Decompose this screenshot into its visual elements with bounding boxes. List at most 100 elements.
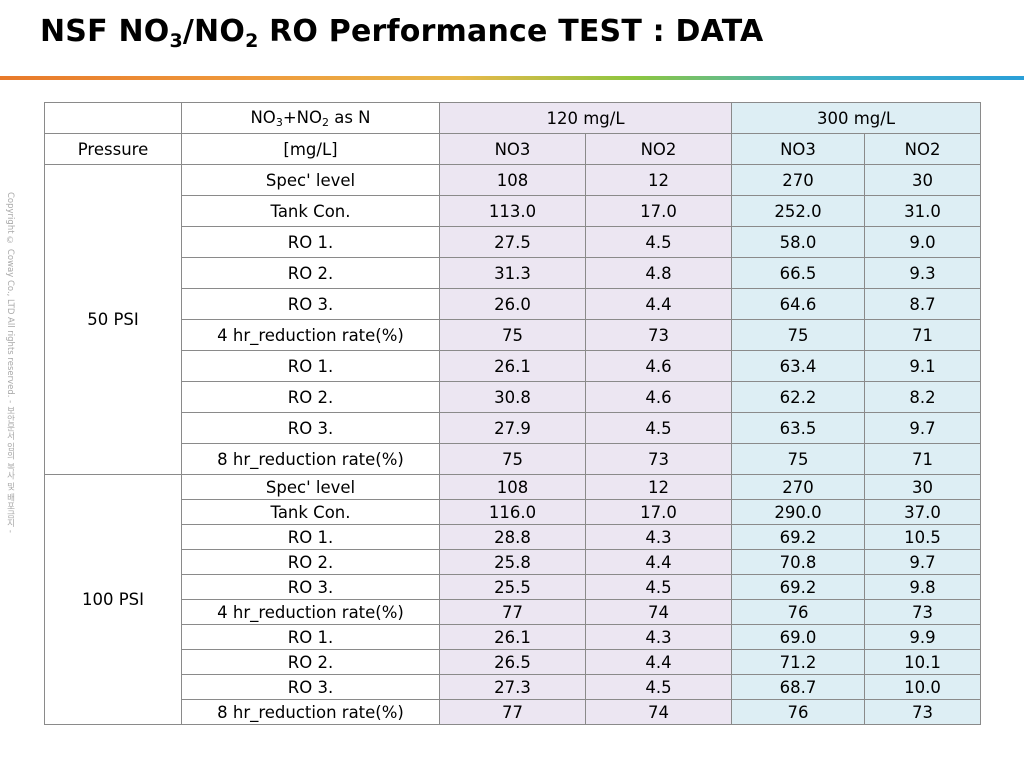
value-no2-120: 4.4 [584, 649, 733, 675]
value-no2-120: 4.6 [584, 381, 733, 413]
row-label: RO 2. [181, 549, 440, 575]
row-label: RO 2. [181, 381, 440, 413]
value-no2-120: 4.6 [584, 350, 733, 382]
performance-data-table: NO3+NO2 as N 120 mg/L 300 mg/L Pressure … [44, 102, 982, 725]
row-label: RO 2. [181, 257, 440, 289]
value-no2-120: 12 [584, 164, 733, 196]
value-no3-300: 76 [731, 699, 866, 725]
value-no3-120: 75 [439, 443, 586, 475]
value-no3-300: 70.8 [731, 549, 866, 575]
value-no2-120: 4.3 [584, 624, 733, 650]
table-row: 8 hr_reduction rate(%) 75 73 75 71 [45, 443, 982, 475]
header-no3-300: NO3 [731, 133, 866, 165]
table-row: RO 2. 30.8 4.6 62.2 8.2 [45, 381, 982, 413]
value-no2-120: 74 [584, 599, 733, 625]
value-no3-300: 71.2 [731, 649, 866, 675]
value-no2-300: 30 [864, 474, 982, 500]
table-row: RO 2. 26.5 4.4 71.2 10.1 [45, 649, 982, 675]
value-no2-300: 8.7 [864, 288, 982, 320]
value-no3-300: 75 [731, 319, 866, 351]
value-no2-120: 73 [584, 443, 733, 475]
value-no3-300: 252.0 [731, 195, 866, 227]
table-row: RO 3. 26.0 4.4 64.6 8.7 [45, 288, 982, 320]
value-no2-300: 73 [864, 599, 982, 625]
value-no3-120: 30.8 [439, 381, 586, 413]
value-no2-120: 4.5 [584, 226, 733, 258]
copyright-notice: Copyright © Coway Co., LTD All rights re… [5, 192, 15, 533]
header-group-120: 120 mg/L [438, 102, 733, 134]
header-no2-300: NO2 [864, 133, 982, 165]
table-row: RO 2. 31.3 4.8 66.5 9.3 [45, 257, 982, 289]
table-row: RO 1. 27.5 4.5 58.0 9.0 [45, 226, 982, 258]
header-parameter: NO3+NO2 as N [181, 102, 440, 134]
row-label: RO 1. [181, 226, 440, 258]
value-no3-300: 290.0 [731, 499, 866, 525]
table-row: Tank Con. 116.0 17.0 290.0 37.0 [45, 499, 982, 525]
header-unit: [mg/L] [181, 133, 440, 165]
value-no2-120: 4.4 [584, 549, 733, 575]
row-label: Tank Con. [181, 195, 440, 227]
value-no2-120: 4.5 [584, 674, 733, 700]
value-no2-120: 4.5 [584, 412, 733, 444]
value-no2-300: 9.7 [864, 549, 982, 575]
header-group-300: 300 mg/L [731, 102, 982, 134]
value-no3-300: 76 [731, 599, 866, 625]
value-no3-120: 77 [439, 599, 586, 625]
table-row: RO 1. 28.8 4.3 69.2 10.5 [45, 524, 982, 550]
value-no3-300: 68.7 [731, 674, 866, 700]
table-row: RO 2. 25.8 4.4 70.8 9.7 [45, 549, 982, 575]
value-no3-300: 69.0 [731, 624, 866, 650]
row-label: 4 hr_reduction rate(%) [181, 319, 440, 351]
value-no2-300: 10.5 [864, 524, 982, 550]
header-blank-cell [44, 102, 182, 134]
value-no2-300: 9.3 [864, 257, 982, 289]
table-row: 4 hr_reduction rate(%) 77 74 76 73 [45, 599, 982, 625]
value-no2-300: 9.8 [864, 574, 982, 600]
value-no3-120: 75 [439, 319, 586, 351]
value-no2-300: 71 [864, 443, 982, 475]
value-no3-120: 77 [439, 699, 586, 725]
table-row: Tank Con. 113.0 17.0 252.0 31.0 [45, 195, 982, 227]
value-no2-120: 4.4 [584, 288, 733, 320]
value-no2-300: 30 [864, 164, 982, 196]
value-no2-300: 31.0 [864, 195, 982, 227]
value-no2-120: 4.3 [584, 524, 733, 550]
value-no2-300: 10.1 [864, 649, 982, 675]
pressure-cell: 100 PSI [44, 474, 182, 725]
value-no3-300: 75 [731, 443, 866, 475]
value-no2-120: 4.8 [584, 257, 733, 289]
value-no2-300: 8.2 [864, 381, 982, 413]
value-no3-300: 270 [731, 474, 866, 500]
row-label: RO 1. [181, 524, 440, 550]
table-row: RO 1. 26.1 4.3 69.0 9.9 [45, 624, 982, 650]
row-label: RO 1. [181, 350, 440, 382]
value-no3-120: 116.0 [439, 499, 586, 525]
header-row-groups: NO3+NO2 as N 120 mg/L 300 mg/L [44, 102, 982, 134]
row-label: RO 3. [181, 288, 440, 320]
value-no3-120: 26.0 [439, 288, 586, 320]
value-no3-300: 58.0 [731, 226, 866, 258]
table-row: 100 PSI Spec' level 108 12 270 30 [44, 474, 982, 725]
row-label: Spec' level [181, 474, 440, 500]
value-no2-300: 71 [864, 319, 982, 351]
title-underline [0, 76, 1024, 80]
table-row: 8 hr_reduction rate(%) 77 74 76 73 [45, 699, 982, 725]
value-no2-120: 4.5 [584, 574, 733, 600]
value-no2-300: 9.7 [864, 412, 982, 444]
value-no2-300: 9.9 [864, 624, 982, 650]
value-no2-120: 73 [584, 319, 733, 351]
value-no2-300: 73 [864, 699, 982, 725]
value-no3-300: 63.5 [731, 412, 866, 444]
row-label: RO 3. [181, 574, 440, 600]
row-label: Tank Con. [181, 499, 440, 525]
page-title: NSF NO3/NO2 RO Performance TEST : DATA [40, 14, 764, 52]
value-no3-300: 64.6 [731, 288, 866, 320]
table-row: RO 3. 27.3 4.5 68.7 10.0 [45, 674, 982, 700]
row-label: RO 2. [181, 649, 440, 675]
value-no3-300: 62.2 [731, 381, 866, 413]
value-no3-120: 27.5 [439, 226, 586, 258]
value-no2-300: 9.1 [864, 350, 982, 382]
value-no3-120: 27.9 [439, 412, 586, 444]
table-row: RO 1. 26.1 4.6 63.4 9.1 [45, 350, 982, 382]
value-no2-120: 12 [584, 474, 733, 500]
